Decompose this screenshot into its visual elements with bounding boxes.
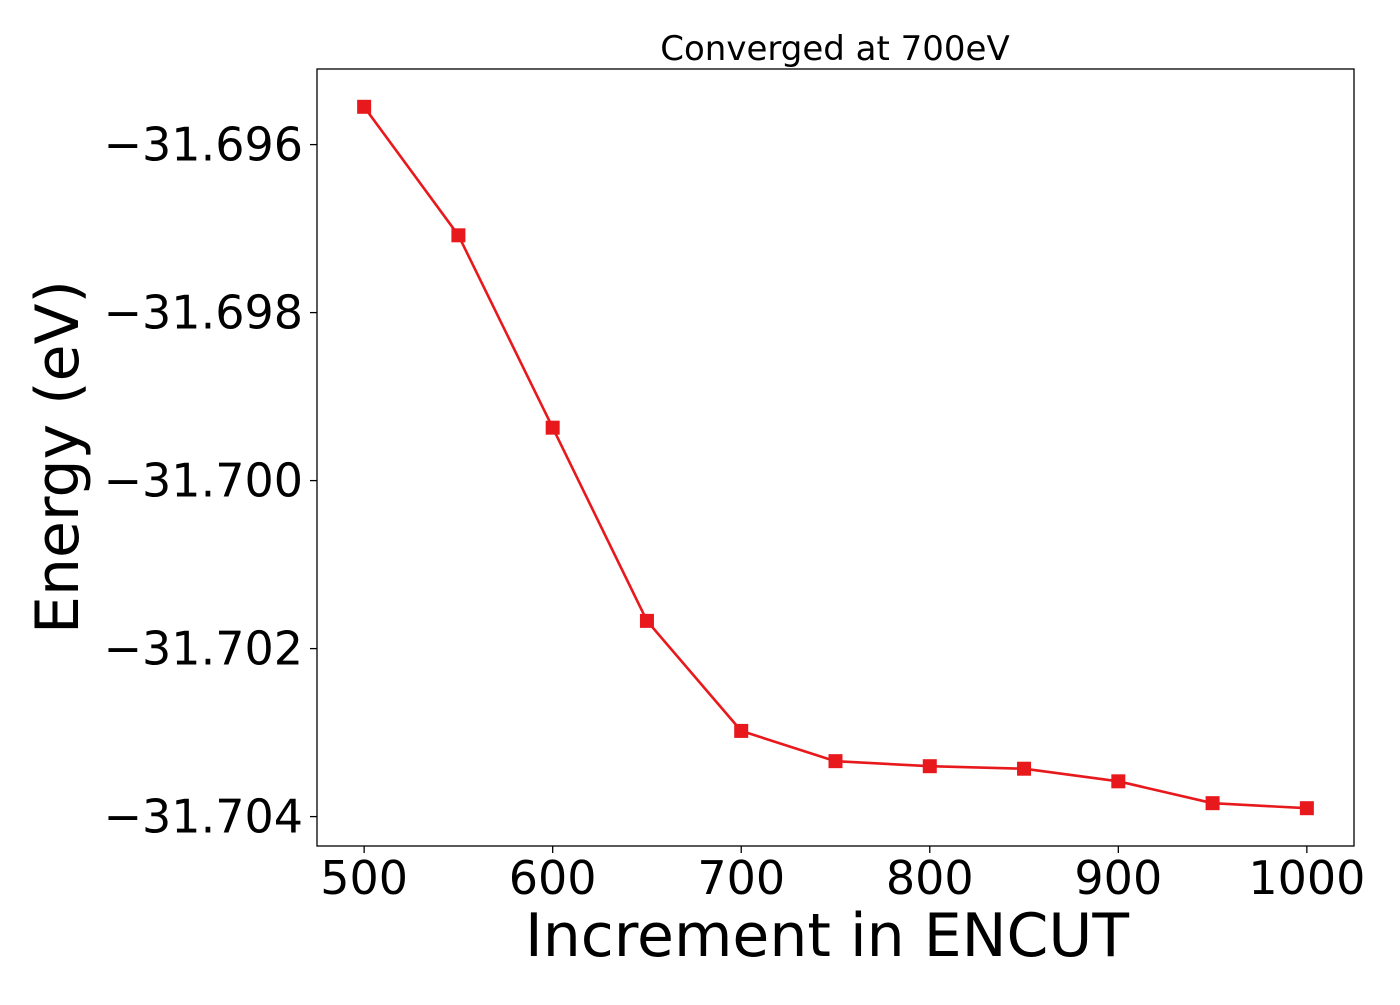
- data-point-marker: [734, 723, 749, 738]
- data-point-marker: [545, 420, 560, 435]
- data-point-marker: [828, 754, 843, 769]
- y-tick-label: −31.696: [104, 118, 304, 172]
- data-point-marker: [639, 613, 654, 628]
- x-tick-label: 800: [886, 851, 974, 905]
- plot-area: 500 600 700 800 900 1000 −31.696 −31.698 −31.700…: [104, 68, 1365, 905]
- x-tick-label: 600: [509, 851, 597, 905]
- y-tick-label: −31.702: [104, 622, 304, 676]
- series-line: [363, 106, 1307, 810]
- plot-frame: [316, 68, 1355, 847]
- data-point-marker: [1111, 774, 1126, 789]
- y-axis-label: Energy (eV): [23, 280, 93, 634]
- y-tick-label: −31.704: [104, 790, 304, 844]
- x-tick-label: 1000: [1248, 851, 1365, 905]
- x-tick-label: 700: [697, 851, 785, 905]
- data-point-marker: [922, 759, 937, 774]
- x-tick-label: 500: [320, 851, 408, 905]
- data-point-marker: [1017, 761, 1032, 776]
- data-point-marker: [357, 99, 372, 114]
- data-point-marker: [1299, 801, 1314, 816]
- x-axis-label: Increment in ENCUT: [525, 901, 1129, 971]
- chart-title: Converged at 700eV: [660, 29, 1009, 69]
- x-tick-label: 900: [1074, 851, 1162, 905]
- data-point-marker: [1205, 796, 1220, 811]
- y-tick-label: −31.698: [104, 286, 304, 340]
- data-point-marker: [451, 228, 466, 243]
- y-tick-label: −31.700: [104, 454, 304, 508]
